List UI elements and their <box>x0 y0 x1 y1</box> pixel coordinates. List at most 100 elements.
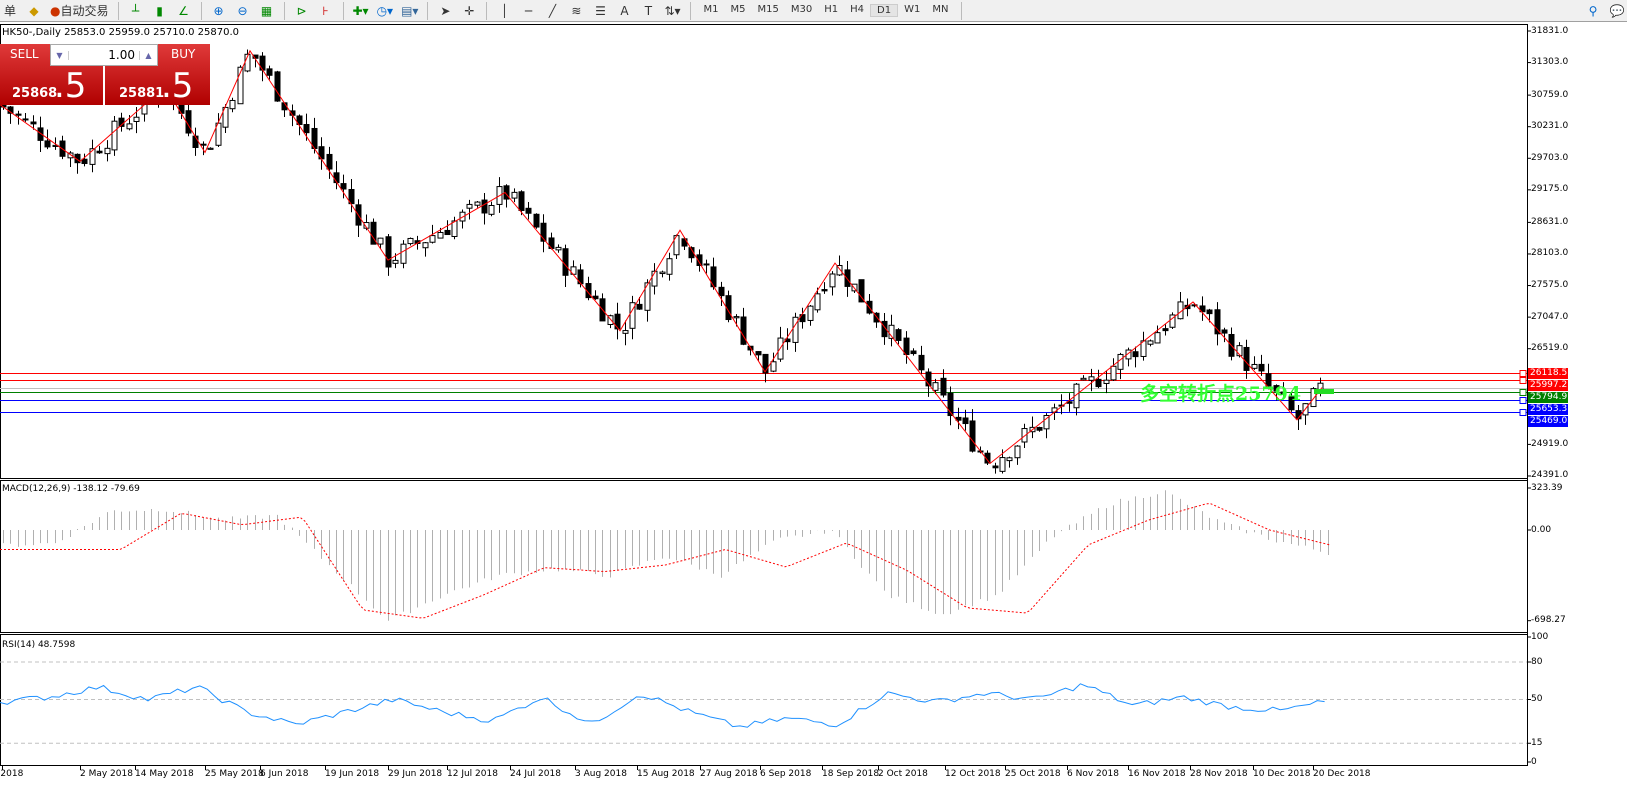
tile-windows-icon[interactable]: ▦ <box>260 3 273 18</box>
bull-candle <box>829 273 836 288</box>
auto-trading-label: 自动交易 <box>60 4 109 18</box>
chart-shift-icon[interactable]: ⊳ <box>296 3 307 18</box>
chat-icon[interactable]: 💬 <box>1609 3 1625 18</box>
bear-candle <box>296 115 303 125</box>
periods-icon[interactable]: ◷▾ <box>376 3 394 18</box>
auto-trading-button[interactable]: ● 自动交易 <box>48 1 111 21</box>
bull-candle <box>89 148 96 165</box>
bear-candle <box>81 158 88 165</box>
timeframe-h4[interactable]: H4 <box>850 4 865 15</box>
bull-candle <box>629 302 636 329</box>
bull-candle <box>651 270 658 287</box>
indicators-icon[interactable]: ✚▾ <box>352 3 369 18</box>
time-axis-label: 10 Dec 2018 <box>1253 769 1311 779</box>
bull-candle <box>622 330 629 334</box>
bull-candle <box>1073 383 1080 409</box>
templates-icon[interactable]: ▤▾ <box>401 3 419 18</box>
level-price-tag: 25997.2 <box>1528 380 1568 391</box>
rsi-axis-label: 50 <box>1531 694 1543 704</box>
bull-candle <box>207 147 214 150</box>
lot-size-stepper[interactable]: ▼ 1.00 ▲ <box>50 44 158 66</box>
zoom-in-icon[interactable]: ⊕ <box>213 3 224 18</box>
time-axis-label: 3 Aug 2018 <box>575 769 627 779</box>
buy-price: 25881 <box>119 86 165 101</box>
time-axis-label: 27 Aug 2018 <box>700 769 758 779</box>
bull-candle <box>22 118 29 121</box>
bear-candle <box>266 68 273 76</box>
bull-candle <box>1014 445 1021 459</box>
fibo-fan-icon[interactable]: ☰ <box>595 3 606 18</box>
bear-candle <box>947 392 954 417</box>
buy-price-pips: .5 <box>161 66 194 106</box>
zoom-out-icon[interactable]: ⊖ <box>237 3 248 18</box>
bull-candle <box>932 382 939 391</box>
timeframe-m30[interactable]: M30 <box>790 4 813 15</box>
bull-candle <box>133 116 140 122</box>
search-icon[interactable]: ⚲ <box>1588 3 1598 18</box>
price-axis-label: 26519.0 <box>1531 343 1569 354</box>
sell-price-pips: .5 <box>54 66 87 106</box>
bear-candle <box>30 121 37 125</box>
price-axis-label: 29703.0 <box>1531 152 1569 163</box>
line-chart-icon[interactable]: ∠ <box>178 3 189 18</box>
timeframe-m15[interactable]: M15 <box>757 4 779 15</box>
autoscroll-icon[interactable]: ⊦ <box>322 3 329 18</box>
crosshair-icon[interactable]: ✛ <box>464 3 475 18</box>
bull-candle <box>111 120 118 151</box>
bull-candle <box>1088 376 1095 381</box>
bull-candle <box>770 361 777 372</box>
bull-candle <box>1251 363 1258 369</box>
bear-candle <box>1265 373 1272 387</box>
bear-candle <box>340 183 347 190</box>
bear-candle <box>873 312 880 323</box>
rsi-axis-label: 15 <box>1531 737 1543 748</box>
folder-icon[interactable]: ◆ <box>29 3 39 18</box>
timeframe-m1[interactable]: M1 <box>703 4 719 15</box>
cursor-icon[interactable]: ➤ <box>440 3 451 18</box>
chart-title: HK50-,Daily 25853.0 25959.0 25710.0 2587… <box>2 27 240 38</box>
bear-candle <box>614 313 621 330</box>
lot-decrease-button[interactable]: ▼ <box>51 50 69 60</box>
bear-candle <box>1095 378 1102 388</box>
bear-candle <box>592 295 599 300</box>
bull-candle <box>466 203 473 209</box>
bear-candle <box>821 289 828 292</box>
bear-candle <box>1221 329 1228 334</box>
bull-candle <box>836 265 843 276</box>
timeframe-mn[interactable]: MN <box>932 4 949 15</box>
timeframe-w1[interactable]: W1 <box>904 4 921 15</box>
bar-chart-icon[interactable]: ┴ <box>131 3 140 18</box>
bull-candle <box>999 457 1006 472</box>
level-handle <box>1519 397 1527 404</box>
bull-candle <box>659 271 666 275</box>
fibonacci-icon[interactable]: ≋ <box>571 3 582 18</box>
timeframe-d1[interactable]: D1 <box>870 4 899 17</box>
timeframe-m5[interactable]: M5 <box>730 4 746 15</box>
menu-fragment[interactable]: 单 <box>3 4 16 18</box>
price-axis-label: 29175.0 <box>1531 184 1569 195</box>
bear-candle <box>1199 305 1206 313</box>
bull-candle <box>1103 379 1110 384</box>
pivot-marker <box>1314 389 1334 395</box>
timeframe-h1[interactable]: H1 <box>824 4 839 15</box>
lot-input[interactable]: 1.00 <box>108 48 135 62</box>
bear-candle <box>696 254 703 267</box>
bear-candle <box>444 229 451 236</box>
trendline-icon[interactable]: ╱ <box>548 3 557 18</box>
vertical-line-icon[interactable]: │ <box>500 3 509 18</box>
time-axis-label: 2 Oct 2018 <box>878 769 928 779</box>
lot-increase-button[interactable]: ▲ <box>139 50 157 60</box>
bear-candle <box>1132 351 1139 358</box>
bull-candle <box>407 237 414 245</box>
arrows-icon[interactable]: ⇅▾ <box>664 3 681 18</box>
time-axis-label: 24 Jul 2018 <box>510 769 561 779</box>
text-label-icon[interactable]: T <box>644 3 653 18</box>
horizontal-line-icon[interactable]: ─ <box>524 3 533 18</box>
text-icon[interactable]: A <box>620 3 629 18</box>
candlestick-icon[interactable]: ▮ <box>156 3 163 18</box>
bear-candle <box>1162 328 1169 332</box>
bear-candle <box>740 316 747 345</box>
bear-candle <box>844 269 851 287</box>
